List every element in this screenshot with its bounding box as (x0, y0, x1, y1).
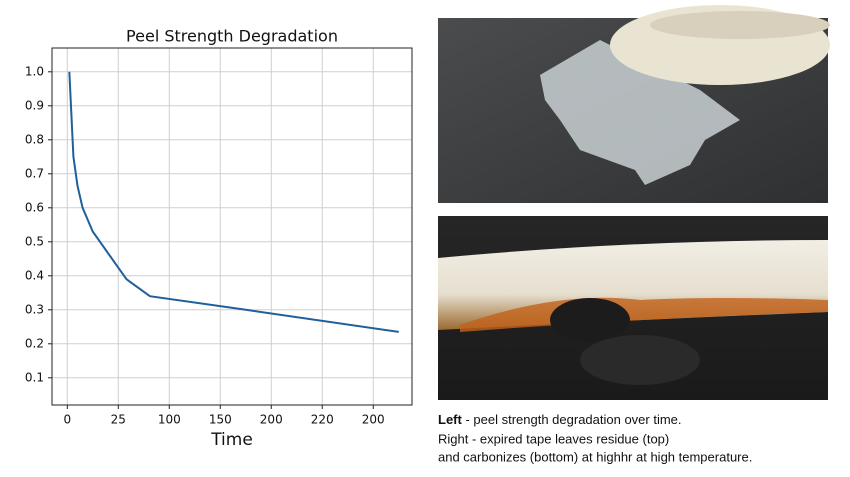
x-tick-label: 150 (209, 413, 232, 427)
chart-title: Peel Strength Degradation (126, 27, 338, 46)
caption-lead: Left (438, 412, 463, 427)
caption-line: and carbonizes (bottom) at highhr at hig… (438, 449, 752, 464)
photo-residue (438, 5, 830, 203)
x-axis-label: Time (210, 430, 253, 450)
y-tick-label: 0.6 (25, 200, 44, 214)
x-tick-label: 100 (158, 413, 181, 427)
photo-carbonized (438, 216, 828, 400)
y-tick-label: 0.9 (25, 98, 44, 112)
x-tick-label: 25 (111, 413, 126, 427)
x-tick-label: 0 (63, 413, 71, 427)
x-tick-label: 200 (362, 413, 385, 427)
caption-text: - peel strength degradation over time. (462, 412, 682, 427)
y-tick-label: 0.1 (25, 370, 44, 384)
y-tick-label: 0.8 (25, 132, 44, 146)
x-tick-label: 220 (311, 413, 334, 427)
y-tick-label: 1.0 (25, 64, 44, 78)
caption-line: Left - peel strength degradation over ti… (438, 412, 682, 427)
y-tick-label: 0.4 (25, 268, 44, 282)
plot-frame (51, 47, 413, 406)
x-tick-label: 200 (260, 413, 283, 427)
caption-line: Right - expired tape leaves residue (top… (438, 431, 669, 446)
data-line (68, 71, 399, 333)
y-tick-label: 0.7 (25, 166, 44, 180)
y-tick-label: 0.3 (25, 302, 44, 316)
y-tick-label: 0.2 (25, 336, 44, 350)
y-tick-label: 0.5 (25, 234, 44, 248)
